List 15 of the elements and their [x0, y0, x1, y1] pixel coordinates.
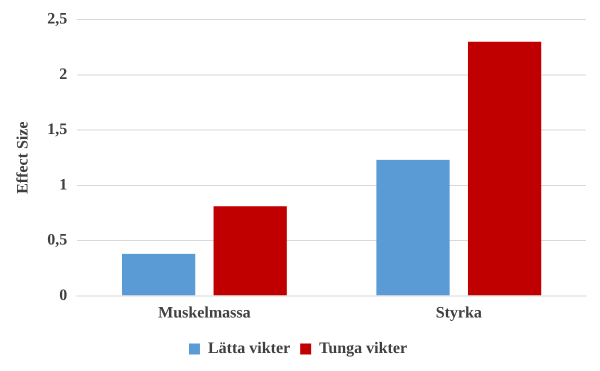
x-tick-label: Styrka	[436, 304, 482, 322]
legend-label: Lätta vikter	[208, 340, 290, 358]
y-tick-label: 0	[59, 286, 68, 304]
y-tick-label: 0,5	[47, 232, 68, 249]
y-axis-title: Effect Size	[14, 121, 32, 194]
y-tick-label: 1	[59, 176, 68, 194]
bar	[468, 42, 542, 296]
legend-label: Tunga vikter	[319, 340, 408, 358]
y-tick-label: 1,5	[47, 121, 68, 138]
x-tick-label: Muskelmassa	[158, 304, 251, 322]
bar	[214, 206, 287, 296]
y-tick-label: 2,5	[47, 10, 68, 28]
bar	[122, 254, 196, 296]
y-tick-label: 2	[59, 66, 68, 83]
bar	[376, 160, 450, 296]
